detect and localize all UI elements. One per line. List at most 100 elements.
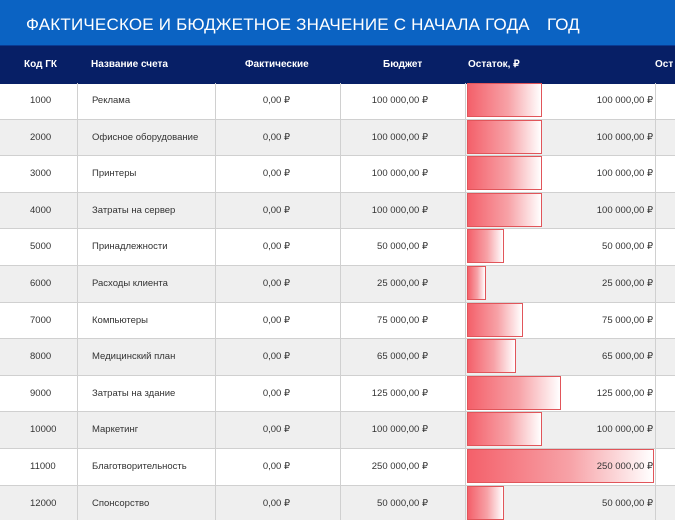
cell-code[interactable]: 3000	[30, 168, 52, 180]
cell-account-name[interactable]: Спонсорство	[92, 497, 150, 509]
cell-remaining[interactable]: 75 000,00 ₽	[602, 314, 653, 326]
cell-actual[interactable]: 0,00 ₽	[262, 168, 290, 180]
cell-code[interactable]: 10000	[30, 424, 57, 436]
column-divider	[77, 412, 78, 449]
cell-budget[interactable]: 65 000,00 ₽	[377, 351, 428, 363]
column-divider	[340, 485, 341, 520]
cell-budget[interactable]: 25 000,00 ₽	[377, 277, 428, 289]
cell-code[interactable]: 1000	[30, 95, 52, 106]
table-row[interactable]: 10000 Маркетинг 0,00 ₽ 100 000,00 ₽ 100 000,…	[0, 412, 675, 449]
table-row[interactable]: 11000 Благотворительность 0,00 ₽ 250 000,00…	[0, 448, 675, 486]
remaining-data-bar	[467, 339, 516, 374]
column-header-code[interactable]: Код ГК	[24, 59, 57, 70]
cell-budget[interactable]: 50 000,00 ₽	[377, 241, 428, 253]
cell-remaining[interactable]: 50 000,00 ₽	[602, 241, 653, 253]
cell-remaining[interactable]: 100 000,00 ₽	[596, 95, 653, 106]
cell-code[interactable]: 5000	[30, 241, 52, 253]
cell-actual[interactable]: 0,00 ₽	[262, 277, 290, 289]
table-row[interactable]: 5000 Принадлежности 0,00 ₽ 50 000,00 ₽ 50 00…	[0, 229, 675, 266]
column-header-remaining[interactable]: Остаток, ₽	[468, 59, 520, 70]
column-divider	[215, 412, 216, 449]
cell-actual[interactable]: 0,00 ₽	[262, 241, 290, 253]
cell-actual[interactable]: 0,00 ₽	[262, 387, 290, 399]
remaining-data-bar	[467, 485, 504, 520]
remaining-data-bar	[467, 229, 504, 264]
cell-budget[interactable]: 75 000,00 ₽	[377, 314, 428, 326]
cell-remaining[interactable]: 100 000,00 ₽	[596, 131, 653, 143]
cell-budget[interactable]: 250 000,00 ₽	[371, 460, 428, 472]
cell-account-name[interactable]: Принтеры	[92, 168, 137, 180]
column-header-budget[interactable]: Бюджет	[383, 59, 423, 70]
cell-remaining[interactable]: 125 000,00 ₽	[596, 387, 653, 399]
table-row[interactable]: 12000 Спонсорство 0,00 ₽ 50 000,00 ₽ 50 000,…	[0, 485, 675, 520]
cell-actual[interactable]: 0,00 ₽	[262, 460, 290, 472]
cell-budget[interactable]: 100 000,00 ₽	[371, 95, 428, 106]
cell-account-name[interactable]: Маркетинг	[92, 424, 139, 436]
remaining-data-bar	[467, 119, 542, 154]
column-divider	[215, 119, 216, 157]
cell-remaining[interactable]: 100 000,00 ₽	[596, 424, 653, 436]
cell-account-name[interactable]: Затраты на сервер	[92, 204, 176, 216]
column-divider	[655, 83, 656, 120]
column-divider	[340, 265, 341, 303]
period-title: ГОД	[547, 15, 580, 34]
column-header-name[interactable]: Название счета	[91, 59, 168, 70]
table-row[interactable]: 9000 Затраты на здание 0,00 ₽ 125 000,00 ₽ 1…	[0, 375, 675, 413]
column-divider	[655, 119, 656, 157]
cell-account-name[interactable]: Затраты на здание	[92, 387, 176, 399]
table-row[interactable]: 1000 Реклама 0,00 ₽ 100 000,00 ₽ 100 000,00 …	[0, 83, 675, 120]
cell-remaining[interactable]: 250 000,00 ₽	[596, 460, 653, 472]
column-divider	[465, 448, 466, 486]
cell-code[interactable]: 12000	[30, 497, 57, 509]
table-row[interactable]: 7000 Компьютеры 0,00 ₽ 75 000,00 ₽ 75 000,00…	[0, 302, 675, 340]
cell-account-name[interactable]: Компьютеры	[92, 314, 148, 326]
column-divider	[655, 156, 656, 193]
cell-code[interactable]: 11000	[30, 460, 56, 472]
cell-budget[interactable]: 100 000,00 ₽	[371, 204, 428, 216]
cell-account-name[interactable]: Медицинский план	[92, 351, 176, 363]
cell-remaining[interactable]: 25 000,00 ₽	[602, 277, 653, 289]
cell-budget[interactable]: 125 000,00 ₽	[371, 387, 428, 399]
cell-account-name[interactable]: Расходы клиента	[92, 277, 168, 289]
cell-actual[interactable]: 0,00 ₽	[262, 95, 290, 106]
column-divider	[655, 192, 656, 230]
column-header-partial[interactable]: Ост	[655, 59, 674, 70]
table-row[interactable]: 8000 Медицинский план 0,00 ₽ 65 000,00 ₽ 65 …	[0, 339, 675, 376]
cell-code[interactable]: 7000	[30, 314, 52, 326]
column-divider	[215, 156, 216, 193]
cell-actual[interactable]: 0,00 ₽	[262, 314, 290, 326]
cell-code[interactable]: 2000	[30, 131, 52, 143]
table-row[interactable]: 2000 Офисное оборудование 0,00 ₽ 100 000,00…	[0, 119, 675, 157]
cell-actual[interactable]: 0,00 ₽	[262, 497, 290, 509]
cell-code[interactable]: 8000	[30, 351, 52, 363]
column-divider	[465, 229, 466, 266]
cell-account-name[interactable]: Офисное оборудование	[92, 131, 199, 143]
cell-remaining[interactable]: 100 000,00 ₽	[596, 168, 653, 180]
remaining-data-bar	[467, 265, 486, 300]
cell-budget[interactable]: 100 000,00 ₽	[371, 131, 428, 143]
cell-code[interactable]: 9000	[30, 387, 52, 399]
cell-actual[interactable]: 0,00 ₽	[262, 204, 290, 216]
cell-account-name[interactable]: Реклама	[92, 95, 131, 106]
cell-actual[interactable]: 0,00 ₽	[262, 424, 290, 436]
table-row[interactable]: 4000 Затраты на сервер 0,00 ₽ 100 000,00 ₽ 1…	[0, 192, 675, 230]
cell-account-name[interactable]: Принадлежности	[92, 241, 168, 253]
cell-budget[interactable]: 100 000,00 ₽	[371, 424, 428, 436]
cell-code[interactable]: 6000	[30, 277, 52, 289]
cell-budget[interactable]: 50 000,00 ₽	[377, 497, 428, 509]
table-row[interactable]: 6000 Расходы клиента 0,00 ₽ 25 000,00 ₽ 25 0…	[0, 265, 675, 303]
cell-actual[interactable]: 0,00 ₽	[262, 351, 290, 363]
column-header-actual[interactable]: Фактические	[245, 59, 309, 70]
cell-account-name[interactable]: Благотворительность	[92, 460, 187, 472]
cell-remaining[interactable]: 50 000,00 ₽	[602, 497, 653, 509]
remaining-data-bar	[467, 448, 654, 483]
cell-budget[interactable]: 100 000,00 ₽	[371, 168, 428, 180]
table-row[interactable]: 3000 Принтеры 0,00 ₽ 100 000,00 ₽ 100 000,00…	[0, 156, 675, 193]
column-divider	[215, 302, 216, 340]
cell-remaining[interactable]: 100 000,00 ₽	[596, 204, 653, 216]
cell-actual[interactable]: 0,00 ₽	[262, 131, 290, 143]
cell-code[interactable]: 4000	[30, 204, 52, 216]
column-divider	[340, 412, 341, 449]
cell-remaining[interactable]: 65 000,00 ₽	[602, 351, 653, 363]
column-divider	[77, 192, 78, 230]
